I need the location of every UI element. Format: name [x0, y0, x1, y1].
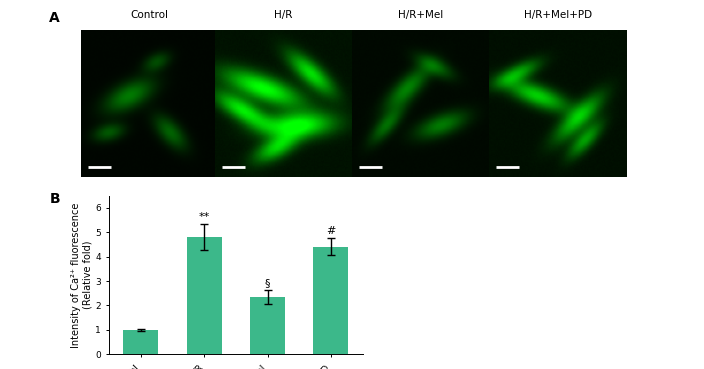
Y-axis label: Intensity of Ca²⁺ fluorescence
(Relative fold): Intensity of Ca²⁺ fluorescence (Relative…: [70, 202, 92, 348]
Text: A: A: [49, 11, 60, 25]
Text: H/R+Mel+PD: H/R+Mel+PD: [524, 10, 592, 20]
Text: #: #: [326, 226, 336, 236]
Bar: [123, 330, 158, 354]
Text: B: B: [49, 192, 60, 206]
Bar: [313, 247, 348, 354]
Text: H/R+Mel: H/R+Mel: [398, 10, 444, 20]
Text: §: §: [265, 278, 270, 288]
Text: **: **: [199, 212, 210, 222]
Bar: [187, 237, 222, 354]
Text: Control: Control: [131, 10, 168, 20]
Bar: [250, 297, 285, 354]
Text: H/R: H/R: [274, 10, 293, 20]
